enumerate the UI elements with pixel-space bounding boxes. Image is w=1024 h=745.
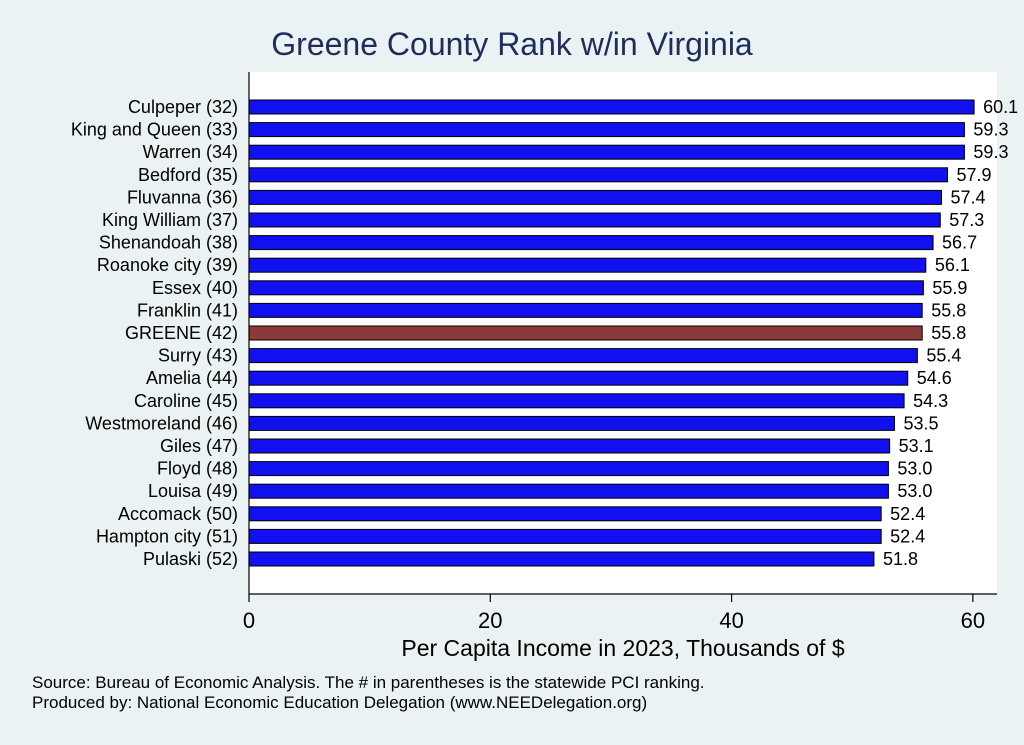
category-label: King William (37) [102, 210, 238, 230]
category-label: Roanoke city (39) [97, 255, 238, 275]
x-tick-label: 20 [478, 608, 502, 633]
category-label: GREENE (42) [125, 323, 238, 343]
category-label: Surry (43) [158, 346, 238, 366]
value-label: 55.8 [931, 300, 966, 320]
x-axis-title: Per Capita Income in 2023, Thousands of … [401, 635, 844, 661]
chart-title: Greene County Rank w/in Virginia [271, 26, 753, 62]
bar [248, 212, 941, 228]
bar [248, 551, 875, 567]
category-label: Essex (40) [152, 278, 238, 298]
x-tick-label: 0 [243, 608, 255, 633]
labels-layer: Culpeper (32) 60.1 King and Queen (33) 59.3… [71, 97, 1018, 569]
value-label: 52.4 [890, 504, 925, 524]
value-label: 56.7 [942, 233, 977, 253]
value-label: 59.3 [973, 120, 1008, 140]
category-label: Warren (34) [143, 142, 238, 162]
value-label: 55.4 [926, 346, 961, 366]
value-label: 60.1 [983, 97, 1018, 117]
category-label: Accomack (50) [118, 504, 238, 524]
category-label: Giles (47) [160, 436, 238, 456]
value-label: 57.3 [949, 210, 984, 230]
value-label: 57.9 [957, 165, 992, 185]
bar [248, 167, 949, 183]
value-label: 52.4 [890, 526, 925, 546]
category-label: King and Queen (33) [71, 120, 238, 140]
category-label: Caroline (45) [134, 391, 238, 411]
category-label: Culpeper (32) [128, 97, 238, 117]
bar [248, 189, 943, 205]
bars-layer [248, 99, 975, 567]
category-label: Louisa (49) [148, 481, 238, 501]
value-label: 51.8 [883, 549, 918, 569]
category-label: Westmoreland (46) [85, 413, 238, 433]
bar [248, 122, 965, 138]
bar [248, 280, 924, 296]
category-label: Franklin (41) [137, 300, 238, 320]
bar [248, 370, 909, 386]
bar [248, 506, 882, 522]
bar [248, 348, 918, 364]
value-label: 55.9 [932, 278, 967, 298]
bar [248, 99, 975, 115]
bar-highlighted [248, 325, 923, 341]
bar [248, 144, 965, 160]
x-tick-label: 40 [719, 608, 743, 633]
value-label: 56.1 [935, 255, 970, 275]
x-tick-label: 60 [961, 608, 985, 633]
value-label: 53.0 [897, 459, 932, 479]
bar [248, 483, 889, 499]
bar [248, 461, 889, 477]
category-label: Shenandoah (38) [99, 233, 238, 253]
value-label: 57.4 [951, 187, 986, 207]
category-label: Bedford (35) [138, 165, 238, 185]
value-label: 54.6 [917, 368, 952, 388]
category-label: Amelia (44) [146, 368, 238, 388]
bar [248, 302, 923, 318]
category-label: Floyd (48) [157, 459, 238, 479]
value-label: 53.5 [903, 413, 938, 433]
source-note: Source: Bureau of Economic Analysis. The… [32, 673, 705, 692]
value-label: 55.8 [931, 323, 966, 343]
value-label: 59.3 [973, 142, 1008, 162]
bar [248, 257, 927, 273]
category-label: Hampton city (51) [96, 526, 238, 546]
value-label: 54.3 [913, 391, 948, 411]
x-axis: 0 20 40 60 [243, 72, 997, 633]
producer-note: Produced by: National Economic Education… [32, 693, 648, 712]
category-label: Fluvanna (36) [127, 187, 238, 207]
value-label: 53.1 [899, 436, 934, 456]
bar [248, 235, 934, 251]
bar [248, 393, 905, 409]
bar [248, 438, 891, 454]
category-label: Pulaski (52) [143, 549, 238, 569]
value-label: 53.0 [897, 481, 932, 501]
bar [248, 528, 882, 544]
bar [248, 415, 895, 431]
